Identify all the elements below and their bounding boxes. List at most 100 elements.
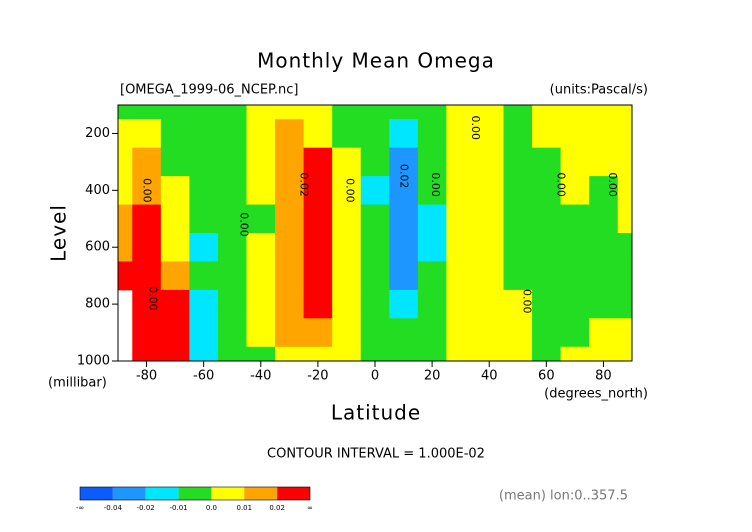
contour-cell [132,105,162,120]
contour-cell [560,105,590,120]
colorbar-label: 0.02 [269,504,285,512]
contour-cell [360,147,390,177]
contour-cell [246,261,276,291]
contour-cell [118,105,133,120]
contour-cell [160,261,190,291]
contour-cell [474,233,504,262]
contour-cell [589,204,619,234]
contour-cell [160,204,190,234]
colorbar-label: 0.0 [206,504,217,512]
contour-cell [275,318,305,348]
contour-cell [617,233,633,262]
colorbar-label: ∞ [307,504,313,512]
contour-cell [560,289,590,319]
contour-cell [246,176,276,206]
contour-cell [275,346,305,362]
contour-cell [446,204,476,234]
contour-cell [532,318,562,348]
contour-cell [275,233,305,262]
contour-cell [617,147,633,177]
contour-cell [246,233,276,262]
contour-cell [332,204,362,234]
contour-cell [217,289,247,319]
contour-cell [303,289,333,319]
colorbar-swatch [145,487,179,500]
contour-cell [160,318,190,348]
contour-cell [589,105,619,120]
contour-cell [332,105,362,120]
contour-cell [275,105,305,120]
contour-cell [332,147,362,177]
colorbar-swatch [244,487,278,500]
contour-cell [417,289,447,319]
contour-cell [446,318,476,348]
contour-cell [474,318,504,348]
contour-cell [360,261,390,291]
contour-cell [560,233,590,262]
contour-cell [118,147,133,177]
contour-cell [303,176,333,206]
contour-cell [217,105,247,120]
contour-cell [446,119,476,149]
contour-cell [332,119,362,149]
contour-cell [360,233,390,262]
y-tick-label: 200 [85,126,110,141]
contour-cell [303,318,333,348]
y-tick-label: 800 [85,297,110,312]
contour-cell [446,233,476,262]
contour-cell [189,105,219,120]
colorbar-swatch [211,487,245,500]
contour-cell [217,147,247,177]
contour-cell [132,261,162,291]
contour-cell [503,204,533,234]
x-tick-label: 0 [371,369,379,384]
contour-cell [417,176,447,206]
contour-cell [189,289,219,319]
contour-label: 0.00 [520,289,533,314]
y-tick-label: 400 [85,183,110,198]
contour-cell [617,119,633,149]
contour-cell [589,261,619,291]
contour-cell [389,119,419,149]
colorbar-swatch [80,487,113,500]
contour-cell [503,318,533,348]
contour-cell [189,176,219,206]
contour-cell [532,233,562,262]
contour-cell [132,233,162,262]
contour-cell [246,346,276,362]
contour-cell [246,119,276,149]
contour-cell [446,261,476,291]
contour-cell [246,147,276,177]
contour-cell [303,147,333,177]
contour-cell [246,105,276,120]
contour-cell [189,233,219,262]
contour-cell [303,204,333,234]
contour-cell [617,346,633,362]
contour-cell [360,176,390,206]
contour-cell [389,261,419,291]
colorbar-swatch [112,487,146,500]
contour-note: CONTOUR INTERVAL = 1.000E-02 [267,447,485,462]
subtitle-left: [OMEGA_1999-06_NCEP.nc] [120,83,298,98]
contour-cell [275,289,305,319]
contour-cell [118,204,133,234]
contour-cell [160,105,190,120]
contour-cell [503,147,533,177]
colorbar-label: -0.04 [104,504,123,512]
contour-cell [474,261,504,291]
contour-cell [389,176,419,206]
contour-cell [503,346,533,362]
contour-cell [589,176,619,206]
contour-cell [417,147,447,177]
contour-cell [589,289,619,319]
contour-cell [132,204,162,234]
contour-cell [160,233,190,262]
contour-cell [246,318,276,348]
contour-cell [332,176,362,206]
contour-cell [132,147,162,177]
contour-label: 0.02 [298,172,311,197]
contour-cell [132,346,162,362]
contour-label: 0.02 [398,164,411,189]
x-tick-label: -40 [250,369,271,384]
